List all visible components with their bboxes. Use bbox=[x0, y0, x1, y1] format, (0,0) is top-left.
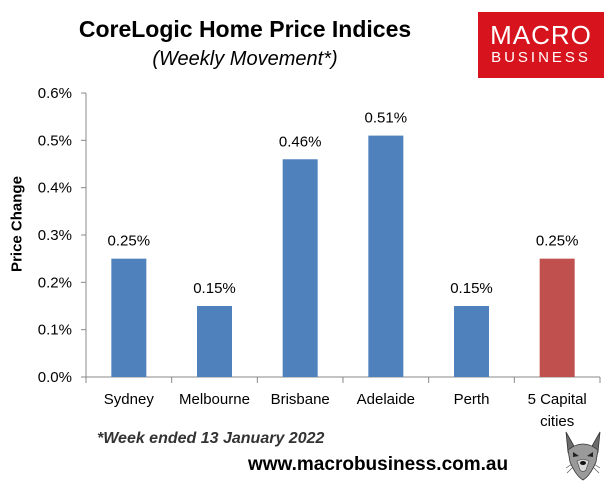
x-tick-label: Brisbane bbox=[271, 391, 330, 408]
chart-subtitle: (Weekly Movement*) bbox=[152, 48, 338, 70]
logo-line-2: BUSINESS bbox=[491, 49, 591, 66]
bar bbox=[368, 135, 404, 377]
x-tick-label-line: Perth bbox=[454, 391, 490, 408]
y-tick-label: 0.5% bbox=[38, 132, 72, 149]
y-tick-label: 0.6% bbox=[38, 85, 72, 102]
data-label: 0.15% bbox=[450, 280, 493, 297]
data-label: 0.25% bbox=[108, 233, 151, 250]
macrobusiness-logo: MACRO BUSINESS bbox=[478, 12, 604, 78]
data-label: 0.46% bbox=[279, 133, 322, 150]
bar bbox=[282, 159, 318, 377]
y-tick-label: 0.3% bbox=[38, 227, 72, 244]
bar bbox=[197, 306, 232, 377]
data-label: 0.25% bbox=[536, 233, 579, 250]
bar bbox=[454, 306, 489, 377]
footnote: *Week ended 13 January 2022 bbox=[97, 430, 325, 447]
data-label: 0.15% bbox=[193, 280, 236, 297]
website-url: www.macrobusiness.com.au bbox=[248, 454, 509, 475]
logo-line-1: MACRO bbox=[490, 20, 592, 50]
x-tick-label-line: cities bbox=[540, 413, 574, 430]
bar bbox=[539, 258, 575, 377]
bar bbox=[111, 258, 147, 377]
x-tick-label-line: Adelaide bbox=[357, 391, 415, 408]
bar-chart: 0.0% 0.1% 0.2% 0.3% 0.4% 0.5% 0.6% 0.25% Sydney 0… bbox=[38, 85, 601, 430]
x-tick-label: Adelaide bbox=[357, 391, 415, 408]
wolf-icon bbox=[560, 428, 606, 482]
y-tick-label: 0.4% bbox=[38, 180, 72, 197]
x-tick-label: 5 Capital cities bbox=[528, 391, 587, 430]
y-tick-label: 0.2% bbox=[38, 274, 72, 291]
x-tick-label-line: 5 Capital bbox=[528, 391, 587, 408]
chart-title: CoreLogic Home Price Indices bbox=[78, 16, 412, 42]
x-tick-label: Perth bbox=[454, 391, 490, 408]
x-tick-label: Sydney bbox=[104, 391, 155, 408]
x-tick-label-line: Brisbane bbox=[271, 391, 330, 408]
data-label: 0.51% bbox=[365, 110, 408, 127]
x-tick-label: Melbourne bbox=[179, 391, 250, 408]
x-tick-label-line: Sydney bbox=[104, 391, 155, 408]
x-tick-label-line: Melbourne bbox=[179, 391, 250, 408]
y-tick-label: 0.0% bbox=[38, 369, 72, 386]
y-tick-label: 0.1% bbox=[38, 322, 72, 339]
